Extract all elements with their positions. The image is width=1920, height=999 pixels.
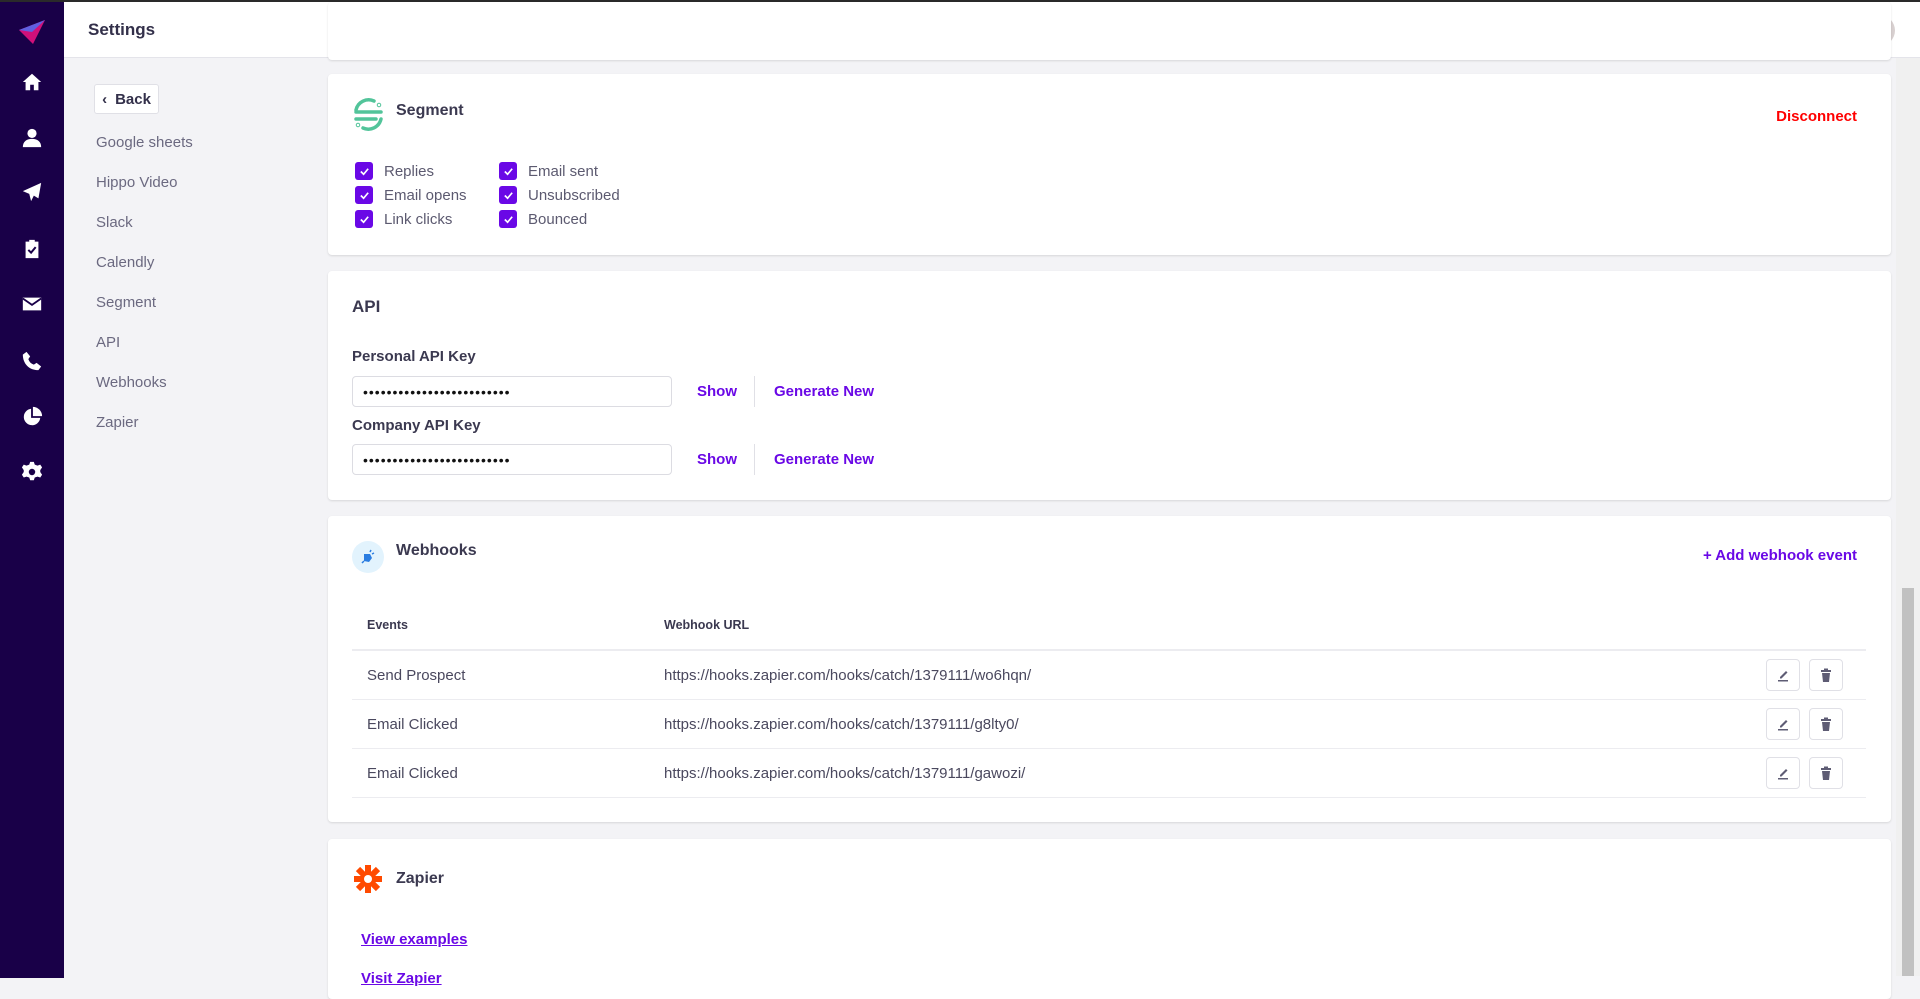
column-header-events: Events xyxy=(367,618,408,632)
edit-button[interactable] xyxy=(1766,659,1800,691)
checkmark-icon xyxy=(355,210,373,228)
checkmark-icon xyxy=(499,186,517,204)
pencil-icon xyxy=(1778,671,1788,682)
generate-company-key-button[interactable]: Generate New xyxy=(774,451,875,468)
nav-api[interactable]: API xyxy=(96,334,121,351)
checkmark-icon xyxy=(499,162,517,180)
previous-card xyxy=(328,2,1891,60)
webhooks-title: Webhooks xyxy=(396,542,477,559)
pencil-icon xyxy=(1778,769,1788,780)
delete-button[interactable] xyxy=(1809,757,1843,789)
gear-icon[interactable] xyxy=(20,460,44,484)
table-row: Send Prospect https://hooks.zapier.com/ho… xyxy=(352,651,1866,700)
api-card: API Personal API Key •••••••••••••••••••… xyxy=(328,271,1891,500)
show-personal-key-button[interactable]: Show xyxy=(697,383,737,400)
checkbox-unsubscribed[interactable]: Unsubscribed xyxy=(499,186,620,204)
logo-icon[interactable] xyxy=(17,18,47,48)
table-row: Email Clicked https://hooks.zapier.com/ho… xyxy=(352,700,1866,749)
chevron-left-icon: ‹ xyxy=(102,90,108,108)
add-webhook-event-button[interactable]: + Add webhook event xyxy=(1702,547,1857,564)
page-title: Settings xyxy=(88,20,156,39)
disconnect-button[interactable]: Disconnect xyxy=(1776,108,1857,125)
segment-card: Segment Disconnect Replies Email opens L… xyxy=(328,74,1891,255)
edit-button[interactable] xyxy=(1766,757,1800,789)
zapier-logo-icon xyxy=(352,863,384,895)
nav-google-sheets[interactable]: Google sheets xyxy=(96,134,193,151)
show-company-key-button[interactable]: Show xyxy=(697,451,737,468)
nav-segment[interactable]: Segment xyxy=(96,294,157,311)
pencil-icon xyxy=(1778,720,1788,731)
sidebar xyxy=(0,2,64,978)
generate-personal-key-button[interactable]: Generate New xyxy=(774,383,875,400)
zapier-card: Zapier View examples Visit Zapier xyxy=(328,839,1891,999)
checkbox-email-sent[interactable]: Email sent xyxy=(499,162,598,180)
scrollbar[interactable] xyxy=(1896,58,1920,976)
checkbox-email-opens[interactable]: Email opens xyxy=(355,186,467,204)
home-icon[interactable] xyxy=(20,70,44,94)
send-icon[interactable] xyxy=(20,180,44,204)
nav-webhooks[interactable]: Webhooks xyxy=(96,374,167,391)
checkbox-replies[interactable]: Replies xyxy=(355,162,434,180)
personal-api-key-input[interactable]: ••••••••••••••••••••••••• xyxy=(352,376,672,407)
delete-button[interactable] xyxy=(1809,708,1843,740)
segment-title: Segment xyxy=(396,102,464,119)
nav-calendly[interactable]: Calendly xyxy=(96,254,155,271)
trash-icon xyxy=(1821,668,1831,682)
checkmark-icon xyxy=(499,210,517,228)
scrollbar-thumb[interactable] xyxy=(1902,588,1914,976)
user-icon[interactable] xyxy=(20,126,44,150)
phone-icon[interactable] xyxy=(20,349,44,373)
nav-slack[interactable]: Slack xyxy=(96,214,133,231)
nav-hippo-video[interactable]: Hippo Video xyxy=(96,174,178,191)
table-row: Email Clicked https://hooks.zapier.com/ho… xyxy=(352,749,1866,798)
company-api-key-input[interactable]: ••••••••••••••••••••••••• xyxy=(352,444,672,475)
visit-zapier-link[interactable]: Visit Zapier xyxy=(361,970,442,987)
company-api-key-label: Company API Key xyxy=(352,417,481,434)
webhooks-card: Webhooks + Add webhook event Events Webh… xyxy=(328,516,1891,822)
pie-chart-icon[interactable] xyxy=(20,405,44,429)
webhook-plug-icon xyxy=(352,541,384,573)
checkmark-icon xyxy=(355,162,373,180)
column-header-url: Webhook URL xyxy=(664,618,750,632)
trash-icon xyxy=(1821,717,1831,731)
checkbox-bounced[interactable]: Bounced xyxy=(499,210,587,228)
zapier-title: Zapier xyxy=(396,870,445,887)
api-title: API xyxy=(352,297,381,316)
mail-icon[interactable] xyxy=(20,292,44,316)
back-button[interactable]: ‹ Back xyxy=(94,84,159,114)
view-examples-link[interactable]: View examples xyxy=(361,931,468,948)
trash-icon xyxy=(1821,766,1831,780)
segment-logo-icon xyxy=(352,98,385,131)
delete-button[interactable] xyxy=(1809,659,1843,691)
checkmark-icon xyxy=(355,186,373,204)
clipboard-check-icon[interactable] xyxy=(20,237,44,261)
personal-api-key-label: Personal API Key xyxy=(352,348,476,365)
nav-zapier[interactable]: Zapier xyxy=(96,414,139,431)
checkbox-link-clicks[interactable]: Link clicks xyxy=(355,210,452,228)
edit-button[interactable] xyxy=(1766,708,1800,740)
